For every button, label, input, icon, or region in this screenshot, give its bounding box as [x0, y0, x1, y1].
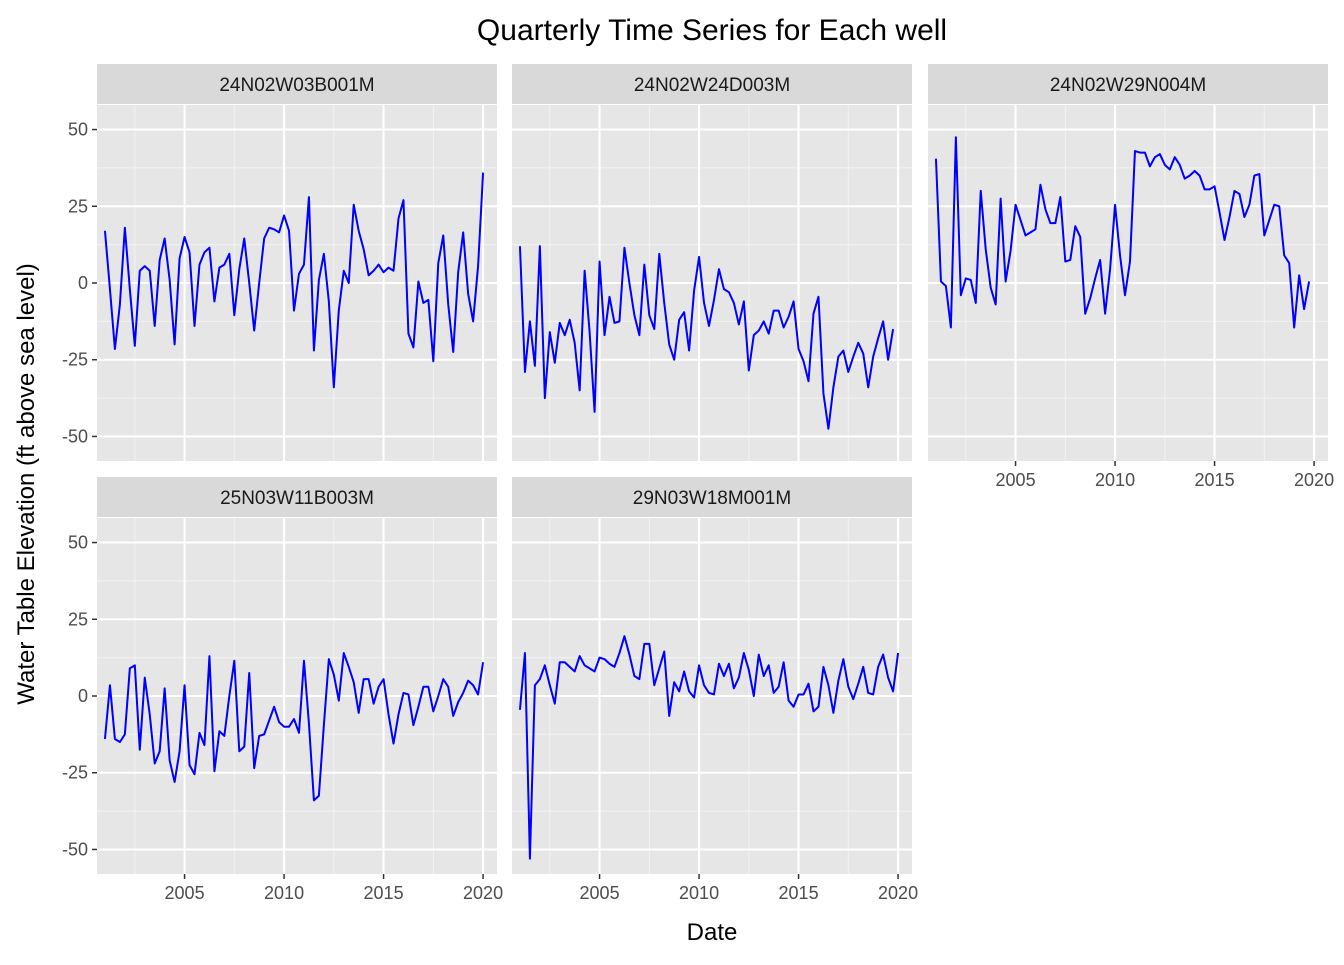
x-tick-label: 2005 [165, 883, 205, 903]
facet-strip-label: 29N03W18M001M [633, 488, 791, 509]
facet-strip-label: 24N02W03B001M [219, 75, 374, 96]
facet-strip-label: 25N03W11B003M [220, 488, 374, 509]
facet-strip [512, 477, 912, 517]
y-tick-label: 50 [68, 533, 88, 553]
facet-strip-label: 24N02W24D003M [634, 75, 790, 96]
facet-strip-label: 24N02W29N004M [1050, 75, 1206, 96]
y-tick-label: 0 [78, 273, 88, 293]
x-tick-label: 2005 [580, 883, 620, 903]
panel-25n03w11b003m: 25N03W11B003M -50 -25 0 25 50 2005 2010 2015 2020 [62, 477, 503, 903]
y-tick-label: -50 [62, 426, 88, 446]
x-tick-label: 2005 [996, 470, 1036, 490]
chart-title: Quarterly Time Series for Each well [477, 14, 947, 47]
panel-24n02w29n004m: 24N02W29N004M 2005 2010 2015 2020 [928, 64, 1334, 490]
x-tick-label: 2020 [463, 883, 503, 903]
y-tick-label: -50 [62, 839, 88, 859]
x-tick-label: 2010 [679, 883, 719, 903]
series-line-24n02w24d003m [518, 245, 895, 430]
facet-strip [512, 64, 912, 104]
panel-24n02w24d003m: 24N02W24D003M [512, 64, 912, 461]
panels-layer: 24N02W03B001M -50 -25 0 25 50 24N02W24D003M 24N… [62, 64, 1334, 903]
x-axis-title: Date [687, 919, 738, 946]
y-tick-label: -25 [62, 350, 88, 370]
y-tick-label: 25 [68, 196, 88, 216]
series-line-24n02w29n004m [934, 136, 1311, 329]
series-line-29n03w18m001m [518, 635, 900, 860]
x-tick-label: 2015 [1195, 470, 1235, 490]
x-tick-label: 2020 [1294, 470, 1334, 490]
x-tick-label: 2010 [1095, 470, 1135, 490]
x-tick-label: 2015 [364, 883, 404, 903]
y-axis-title: Water Table Elevation (ft above sea leve… [13, 263, 40, 705]
facet-strip [928, 64, 1328, 104]
y-tick-label: -25 [62, 763, 88, 783]
x-tick-label: 2015 [779, 883, 819, 903]
panel-29n03w18m001m: 29N03W18M001M 2005 2010 2015 2020 [512, 477, 918, 903]
facet-strip [97, 477, 497, 517]
y-tick-label: 25 [68, 609, 88, 629]
panel-24n02w03b001m: 24N02W03B001M -50 -25 0 25 50 [62, 64, 497, 461]
y-tick-label: 0 [78, 686, 88, 706]
x-tick-label: 2010 [264, 883, 304, 903]
y-tick-label: 50 [68, 120, 88, 140]
series-line-24n02w03b001m [103, 172, 485, 389]
facet-strip [97, 64, 497, 104]
x-tick-label: 2020 [878, 883, 918, 903]
series-line-25n03w11b003m [103, 652, 485, 802]
